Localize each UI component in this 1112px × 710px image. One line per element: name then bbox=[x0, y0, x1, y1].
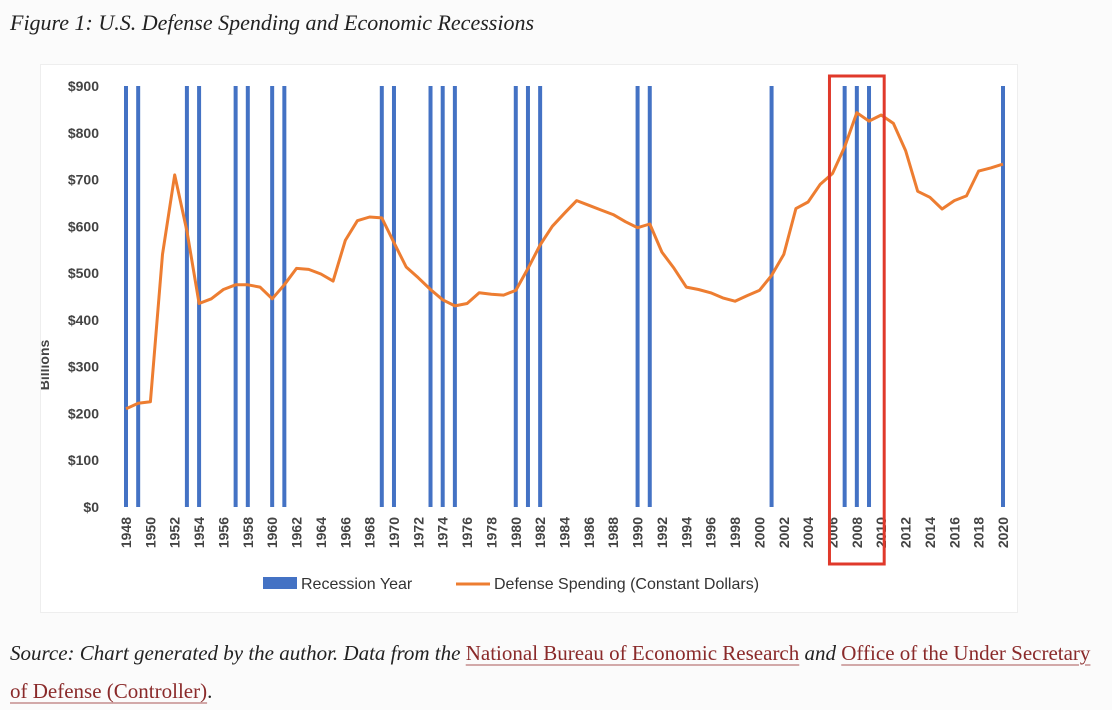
source-note: Source: Chart generated by the author. D… bbox=[10, 634, 1106, 710]
x-tick-label: 1994 bbox=[678, 517, 694, 548]
legend-recession-label: Recession Year bbox=[301, 576, 413, 593]
x-tick-label: 2018 bbox=[971, 517, 987, 548]
recession-bar-1949 bbox=[136, 86, 141, 507]
x-tick-label: 2002 bbox=[776, 517, 792, 548]
x-tick-label: 2006 bbox=[824, 517, 840, 548]
x-axis-ticks: 1948 1950 1952 1954 1956 1958 1960 1962 1964 1966… bbox=[118, 517, 1011, 548]
y-tick-label: $0 bbox=[83, 499, 99, 515]
x-tick-label: 1972 bbox=[410, 517, 426, 548]
x-tick-label: 1962 bbox=[289, 517, 305, 548]
defense-spending-line bbox=[125, 111, 1004, 411]
chart-svg: $0 $100 $200 $300 $400 $500 $600 $700 $800 $900 1… bbox=[41, 74, 1011, 593]
chart-panel: $0 $100 $200 $300 $400 $500 $600 $700 $800 $900 1… bbox=[40, 64, 1018, 613]
y-tick-label: $100 bbox=[68, 452, 99, 468]
recession-bar-1981 bbox=[525, 86, 530, 507]
x-tick-label: 2008 bbox=[849, 517, 865, 548]
x-tick-label: 2016 bbox=[946, 517, 962, 548]
legend-recession-swatch bbox=[263, 577, 297, 589]
recession-bars bbox=[124, 86, 1005, 507]
x-tick-label: 1988 bbox=[605, 517, 621, 548]
y-tick-label: $500 bbox=[68, 265, 99, 281]
x-tick-label: 1996 bbox=[703, 517, 719, 548]
recession-bar-1975 bbox=[452, 86, 457, 507]
y-tick-label: $400 bbox=[68, 312, 99, 328]
x-tick-label: 1952 bbox=[167, 517, 183, 548]
recession-bar-1974 bbox=[440, 86, 445, 507]
recession-bar-1960 bbox=[270, 86, 275, 507]
recession-bar-2007 bbox=[842, 86, 847, 507]
y-tick-label: $200 bbox=[68, 405, 99, 421]
y-axis-ticks: $0 $100 $200 $300 $400 $500 $600 $700 $800 $900 bbox=[68, 78, 99, 515]
y-tick-label: $900 bbox=[68, 78, 99, 94]
nber-link[interactable]: National Bureau of Economic Research bbox=[465, 641, 800, 665]
recession-bar-2009 bbox=[867, 86, 872, 507]
x-tick-label: 2010 bbox=[873, 517, 889, 548]
x-tick-label: 1984 bbox=[557, 517, 573, 548]
x-tick-label: 2020 bbox=[995, 517, 1011, 548]
y-axis-label: Billions bbox=[41, 340, 52, 391]
recession-bar-1958 bbox=[245, 86, 250, 507]
source-suffix: . bbox=[207, 679, 213, 703]
x-tick-label: 2012 bbox=[898, 517, 914, 548]
recession-bar-1948 bbox=[124, 86, 128, 507]
x-tick-label: 1982 bbox=[532, 517, 548, 548]
recession-bar-2001 bbox=[769, 86, 774, 507]
recession-bar-1970 bbox=[391, 86, 396, 507]
x-tick-label: 1966 bbox=[337, 517, 353, 548]
x-tick-label: 1958 bbox=[240, 517, 256, 548]
x-tick-label: 1954 bbox=[191, 517, 207, 548]
x-tick-label: 1950 bbox=[142, 517, 158, 548]
recession-bar-1953 bbox=[184, 86, 189, 507]
source-prefix: Source: Chart generated by the author. D… bbox=[10, 641, 461, 665]
y-tick-label: $600 bbox=[68, 218, 99, 234]
recession-bar-1973 bbox=[428, 86, 433, 507]
x-tick-label: 1960 bbox=[264, 517, 280, 548]
x-tick-label: 2004 bbox=[800, 517, 816, 548]
recession-bar-1991 bbox=[647, 86, 652, 507]
recession-bar-1982 bbox=[538, 86, 543, 507]
usd-controller-link[interactable]: Office of the Under Secretary of Defense… bbox=[10, 641, 1091, 703]
recession-bar-2008 bbox=[854, 86, 859, 507]
x-tick-label: 1964 bbox=[313, 517, 329, 548]
recession-bar-1990 bbox=[635, 86, 640, 507]
x-tick-label: 1998 bbox=[727, 517, 743, 548]
x-tick-label: 2000 bbox=[751, 517, 767, 548]
recession-bar-2020 bbox=[1001, 86, 1005, 507]
recession-bar-1969 bbox=[379, 86, 384, 507]
recession-bar-1961 bbox=[282, 86, 287, 507]
x-tick-label: 1948 bbox=[118, 517, 134, 548]
recession-bar-1980 bbox=[513, 86, 518, 507]
legend-spending-label: Defense Spending (Constant Dollars) bbox=[494, 576, 759, 593]
y-tick-label: $700 bbox=[68, 172, 99, 188]
figure-title: Figure 1: U.S. Defense Spending and Econ… bbox=[10, 10, 535, 35]
y-tick-label: $800 bbox=[68, 125, 99, 141]
legend: Recession Year Defense Spending (Constan… bbox=[263, 576, 759, 593]
x-tick-label: 1978 bbox=[483, 517, 499, 548]
x-tick-label: 1968 bbox=[362, 517, 378, 548]
x-tick-label: 1974 bbox=[435, 517, 451, 548]
highlight-box bbox=[827, 74, 886, 566]
x-tick-label: 1992 bbox=[654, 517, 670, 548]
x-tick-label: 1990 bbox=[630, 517, 646, 548]
x-tick-label: 1956 bbox=[215, 517, 231, 548]
x-tick-label: 1976 bbox=[459, 517, 475, 548]
source-middle: and bbox=[804, 641, 837, 665]
x-tick-label: 1980 bbox=[508, 517, 524, 548]
x-tick-label: 1986 bbox=[581, 517, 597, 548]
x-tick-label: 1970 bbox=[386, 517, 402, 548]
y-tick-label: $300 bbox=[68, 359, 99, 375]
x-tick-label: 2014 bbox=[922, 517, 938, 548]
recession-bar-1957 bbox=[233, 86, 238, 507]
